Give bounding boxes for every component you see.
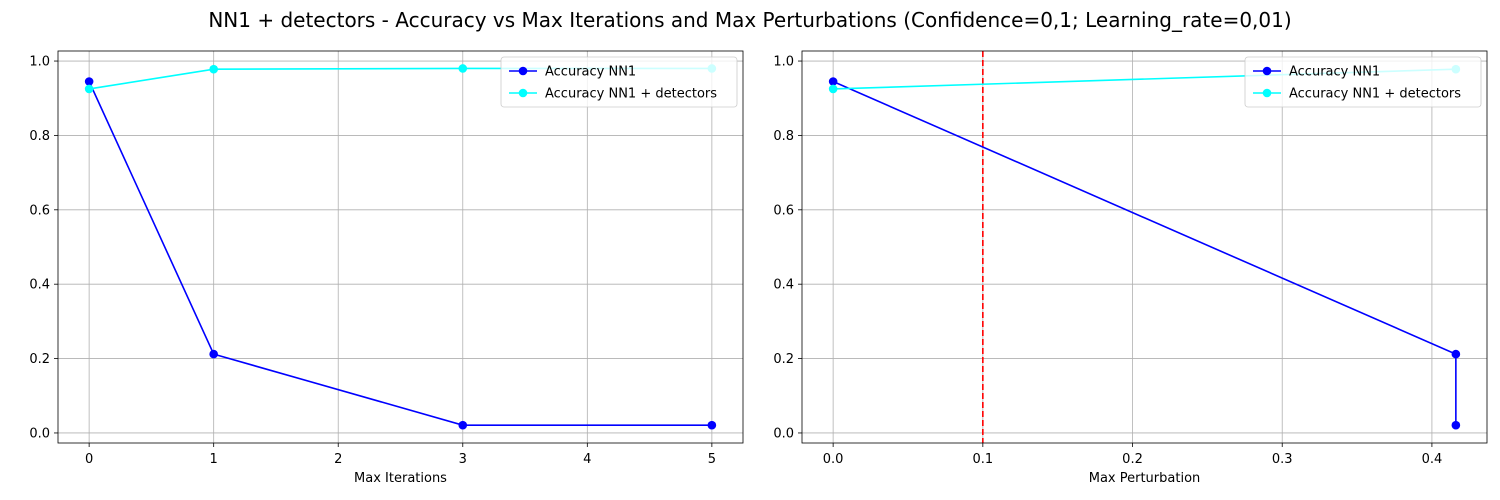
legend-marker	[1262, 88, 1272, 98]
x-tick-label: 0.2	[1122, 452, 1143, 467]
y-tick-label: 1.0	[773, 55, 794, 70]
legend-label: Accuracy NN1 + detectors	[1289, 87, 1461, 102]
x-axis-label: Max Iterations	[354, 471, 447, 486]
y-tick-label: 0.8	[29, 129, 50, 144]
legend-label: Accuracy NN1 + detectors	[545, 87, 717, 102]
series-line-0	[88, 81, 712, 426]
legend-marker	[1262, 66, 1272, 76]
legend-marker	[518, 66, 528, 76]
x-tick-label: 0.1	[972, 452, 993, 467]
legend-box	[500, 56, 738, 108]
series-1-point	[209, 64, 218, 74]
series-0-point	[828, 77, 838, 86]
series-0-point	[707, 420, 717, 430]
y-tick-label: 0.8	[773, 129, 794, 144]
series-0-point	[84, 77, 94, 86]
legend-box	[1244, 56, 1482, 108]
x-tick-label: 4	[583, 452, 591, 467]
y-tick-label: 0.0	[29, 426, 50, 441]
x-tick-label: 3	[459, 452, 467, 467]
axes-frame	[801, 50, 1488, 444]
y-tick-label: 1.0	[29, 55, 50, 70]
x-tick-label: 5	[708, 452, 716, 467]
y-tick-label: 0.6	[773, 203, 794, 218]
series-1-point	[84, 84, 94, 94]
legend-marker	[518, 88, 528, 98]
x-tick-label: 2	[334, 452, 342, 467]
x-tick-label: 0.3	[1272, 452, 1293, 467]
left-subplot: 0 1 2 3 4 5 0.0 0.2 0.4 0.6 0.8 1.0 Max Iterations Ac…	[29, 50, 744, 486]
series-1-point	[458, 64, 468, 73]
x-tick-label: 0	[85, 452, 93, 467]
legend-label: Accuracy NN1	[1289, 65, 1380, 80]
series-0-point	[458, 420, 468, 430]
series-line-0	[832, 80, 1457, 426]
x-axis-label: Max Perturbation	[1089, 471, 1201, 486]
axes-frame	[57, 50, 744, 444]
y-tick-label: 0.6	[29, 203, 50, 218]
x-tick-label: 0.4	[1422, 452, 1443, 467]
y-tick-label: 0.2	[773, 352, 794, 367]
series-0-point	[1451, 420, 1461, 430]
x-tick-label: 0.0	[823, 452, 844, 467]
series-0-point	[1451, 349, 1461, 359]
x-tick-label: 1	[210, 452, 218, 467]
y-tick-label: 0.0	[773, 426, 794, 441]
series-1-point	[828, 84, 838, 94]
y-tick-label: 0.2	[29, 352, 50, 367]
right-subplot: 0.0 0.1 0.2 0.3 0.4 0.0 0.2 0.4 0.6 0.8 1.0 Max Per…	[773, 50, 1488, 486]
series-0-point	[209, 349, 218, 359]
y-tick-label: 0.4	[29, 278, 50, 293]
legend-label: Accuracy NN1	[545, 65, 636, 80]
figure-title: NN1 + detectors - Accuracy vs Max Iterat…	[208, 8, 1291, 32]
y-tick-label: 0.4	[773, 278, 794, 293]
